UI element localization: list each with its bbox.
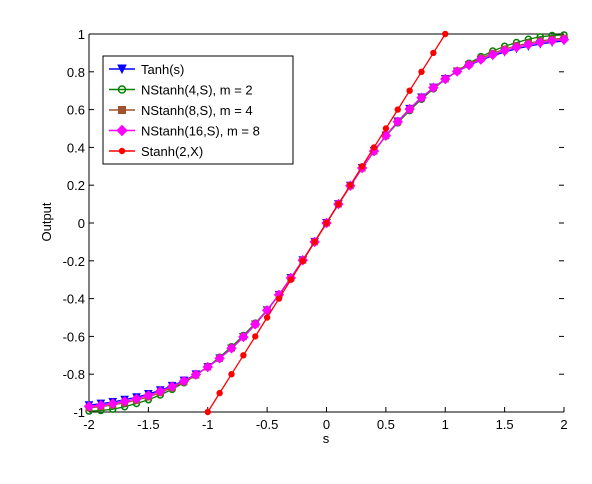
data-point [263, 314, 271, 321]
data-point [287, 276, 295, 283]
y-tick-label: 0.4 [67, 140, 85, 155]
data-point [131, 393, 142, 404]
data-point [463, 59, 475, 71]
data-point [546, 35, 558, 47]
legend-item: NStanh(16,S), m = 8 [109, 124, 260, 139]
data-point [226, 343, 237, 354]
data-point [95, 399, 107, 411]
data-point [214, 353, 225, 364]
data-point [370, 144, 378, 151]
data-point [406, 87, 413, 94]
y-tick-label: -1 [73, 405, 85, 420]
x-tick-label: -1.5 [137, 417, 159, 432]
data-point [119, 396, 130, 407]
data-point [107, 398, 118, 409]
data-point [250, 319, 261, 330]
data-point [228, 371, 235, 378]
data-point [83, 401, 95, 412]
data-point [416, 92, 427, 103]
data-point [382, 125, 390, 132]
data-point [311, 238, 318, 246]
legend-label: NStanh(4,S), m = 2 [141, 83, 253, 98]
y-tick-label: 1 [78, 27, 85, 42]
legend-label: Tanh(s) [141, 62, 184, 77]
y-tick-label: -0.6 [63, 329, 85, 344]
data-point [535, 37, 546, 48]
x-tick-label: -1 [202, 417, 214, 432]
data-point [216, 389, 223, 397]
x-tick-label: -2 [83, 417, 95, 432]
data-point [347, 182, 354, 189]
y-axis-label: Output [39, 202, 54, 241]
y-tick-label: -0.4 [63, 292, 85, 307]
y-tick-label: -0.8 [63, 367, 85, 382]
plot-area [83, 30, 570, 416]
data-point [475, 54, 487, 65]
data-point [118, 147, 126, 155]
data-point [155, 386, 166, 397]
x-tick-label: 1.5 [496, 417, 514, 432]
data-point [428, 82, 439, 93]
data-point [523, 39, 534, 50]
data-point [166, 381, 178, 392]
data-point [511, 42, 522, 53]
data-point [442, 30, 449, 38]
data-point [323, 219, 330, 227]
data-point [394, 106, 401, 113]
data-point [240, 352, 247, 359]
data-point [252, 333, 259, 340]
legend: Tanh(s) NStanh(4,S), m = 2 NStanh(8,S), m … [102, 55, 294, 165]
data-point [499, 45, 510, 56]
data-point [117, 85, 127, 94]
data-point [487, 49, 498, 60]
data-point [202, 361, 213, 373]
y-tick-label: 0.2 [67, 178, 85, 193]
data-point [404, 103, 415, 115]
y-tick-label: -0.2 [63, 254, 85, 269]
x-tick-label: -0.5 [256, 417, 278, 432]
legend-label: Stanh(2,X) [141, 144, 203, 159]
data-point [190, 369, 202, 380]
data-point [335, 200, 342, 208]
legend-item: Stanh(2,X) [109, 144, 203, 159]
legend-label: NStanh(8,S), m = 4 [141, 103, 253, 118]
data-point [204, 408, 211, 416]
series-5 [204, 30, 449, 416]
x-axis-label: s [323, 431, 330, 446]
legend-label: NStanh(16,S), m = 8 [141, 124, 260, 139]
x-tick-label: 1 [442, 417, 449, 432]
data-point [143, 390, 154, 401]
data-point [116, 124, 128, 137]
legend-item: NStanh(8,S), m = 4 [109, 103, 253, 118]
data-point [440, 73, 451, 85]
x-tick-label: 0.5 [377, 417, 395, 432]
y-tick-label: 0.8 [67, 65, 85, 80]
data-point [238, 331, 249, 343]
data-point [178, 375, 190, 387]
legend-item: Tanh(s) [109, 62, 184, 77]
x-tick-label: 2 [560, 417, 567, 432]
data-point [451, 66, 463, 77]
x-tick-label: 0 [323, 417, 330, 432]
y-tick-label: 0.6 [67, 103, 85, 118]
data-point [358, 163, 366, 170]
data-point [418, 68, 425, 76]
data-point [392, 116, 403, 127]
data-point [118, 106, 126, 114]
y-tick-label: 0 [78, 216, 85, 231]
legend-item: NStanh(4,S), m = 2 [109, 83, 253, 98]
data-point [558, 34, 570, 45]
data-point [117, 64, 127, 75]
data-point [430, 49, 437, 57]
data-point [275, 295, 283, 302]
data-point [299, 257, 306, 264]
